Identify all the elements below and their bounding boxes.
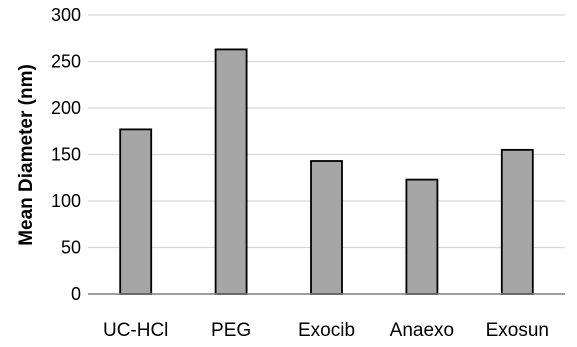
y-tick-label: 250 bbox=[51, 52, 81, 72]
bar-uc-hcl bbox=[119, 128, 153, 295]
gridlines bbox=[88, 14, 565, 249]
y-axis-title: Mean Diameter (nm) bbox=[16, 64, 37, 246]
y-tick-label: 300 bbox=[51, 5, 81, 25]
bars bbox=[119, 48, 534, 295]
y-tick-label: 50 bbox=[61, 238, 81, 258]
x-tick-label: Anaexo bbox=[390, 320, 454, 341]
x-tick-label: UC-HCl bbox=[103, 320, 168, 341]
y-tick-label: 150 bbox=[51, 145, 81, 165]
bar-exosun bbox=[500, 148, 534, 295]
bar-peg bbox=[214, 48, 248, 295]
x-tick-label: Exocib bbox=[298, 320, 355, 341]
y-tick-label: 200 bbox=[51, 98, 81, 118]
labels: 0 50 100 150 200 250 300 UC-HCl PEG Exocib Anaexo E… bbox=[51, 5, 549, 341]
bar-anaexo bbox=[405, 178, 439, 295]
x-tick-label: Exosun bbox=[486, 320, 549, 341]
x-tick-label: PEG bbox=[211, 320, 251, 341]
y-tick-label: 0 bbox=[71, 284, 81, 304]
y-tick-label: 100 bbox=[51, 191, 81, 211]
bar-exocib bbox=[310, 160, 343, 295]
